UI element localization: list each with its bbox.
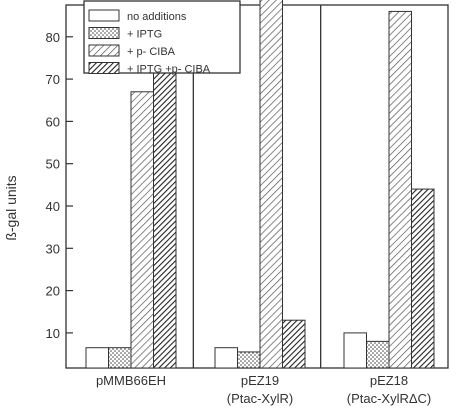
y-tick-label: 70 — [46, 72, 60, 87]
bar — [366, 340, 390, 369]
legend-swatch — [88, 44, 120, 57]
legend-swatch — [88, 62, 120, 74]
category-label: pEZ19 — [241, 373, 279, 388]
legend-label: + IPTG +p- CIBA — [127, 64, 211, 76]
bar — [388, 10, 412, 369]
category-label: pMMB66EH — [96, 373, 166, 388]
y-tick-label: 50 — [46, 157, 60, 172]
bar — [259, 0, 283, 369]
category-sublabel: (Ptac-XylRΔC) — [347, 391, 432, 406]
bar — [108, 347, 132, 369]
bar — [214, 347, 238, 369]
bar — [85, 347, 109, 369]
bar — [237, 351, 261, 369]
bar — [153, 65, 177, 369]
bar — [411, 188, 435, 369]
y-tick-label: 30 — [46, 241, 60, 256]
bar — [282, 319, 306, 369]
y-tick-label: 10 — [46, 326, 60, 341]
legend-swatch — [88, 27, 120, 39]
x-axis-labels: pMMB66EH pEZ19 (Ptac-XylR) pEZ18 (Ptac-XylRΔ… — [96, 373, 431, 406]
category-sublabel: (Ptac-XylR) — [227, 391, 293, 406]
category-label: pEZ18 — [370, 373, 408, 388]
legend-swatch — [88, 9, 120, 22]
y-tick-label: 40 — [46, 199, 60, 214]
y-tick-label: 80 — [46, 30, 60, 45]
y-tick-label: 90 — [46, 0, 60, 3]
y-tick-label: 60 — [46, 114, 60, 129]
y-axis-title: ß-gal units — [3, 175, 19, 240]
bar — [343, 332, 367, 369]
legend-label: + IPTG — [127, 29, 162, 41]
y-tick-label: 20 — [46, 284, 60, 299]
legend: no additions + IPTG + p- CIBA + IPTG +p- CI… — [83, 0, 241, 76]
y-axis: 10 20 30 40 50 60 70 80 90 — [46, 0, 73, 341]
bar — [130, 91, 154, 369]
legend-label: + p- CIBA — [127, 46, 176, 58]
legend-label: no additions — [127, 11, 187, 23]
